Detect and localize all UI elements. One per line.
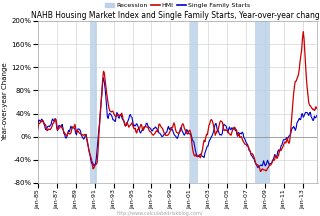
Text: http://www.calculatedriskblog.com/: http://www.calculatedriskblog.com/ (117, 211, 203, 216)
Legend: Recession, HMI, Single Family Starts: Recession, HMI, Single Family Starts (105, 3, 250, 8)
Bar (190, 21, 198, 183)
Bar (90, 21, 97, 183)
Y-axis label: Year-over-year Change: Year-over-year Change (3, 63, 9, 141)
Bar (255, 21, 270, 183)
Title: NAHB Housing Market Index and Single Family Starts, Year-over-year change: NAHB Housing Market Index and Single Fam… (31, 11, 320, 20)
